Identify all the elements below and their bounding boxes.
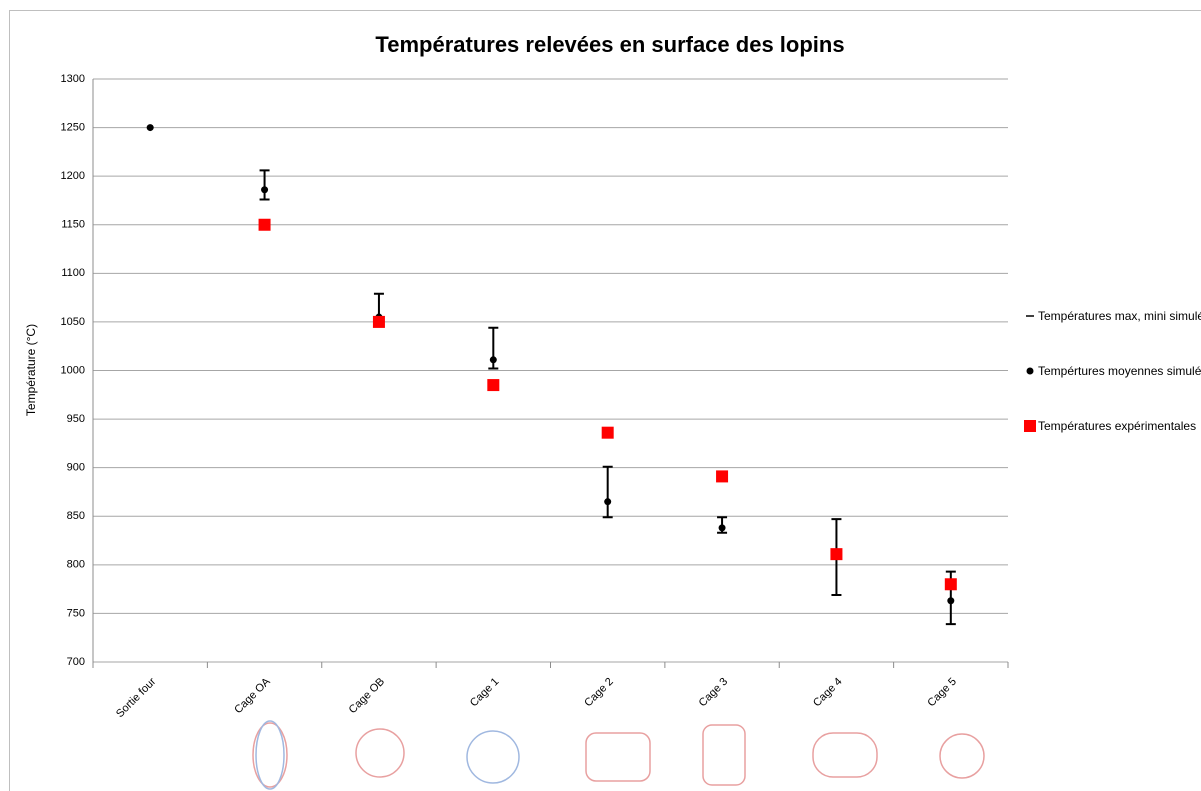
y-tick-label: 1300 [61, 73, 85, 85]
mean-point [146, 124, 154, 132]
legend-entry: Tempértures moyennes simulées [1026, 362, 1201, 380]
legend-label: Températures max, mini simulées [1038, 309, 1201, 323]
y-tick-label: 850 [67, 510, 85, 522]
x-tick-label: Cage 3 [697, 676, 731, 710]
experimental-point [601, 426, 614, 439]
legend-label: Tempértures moyennes simulées [1038, 364, 1201, 378]
chart-title: Températures relevées en surface des lop… [375, 32, 844, 57]
legend-entry: Températures expérimentales [1024, 417, 1201, 435]
mean-point [261, 186, 269, 194]
experimental-point [258, 218, 271, 231]
y-tick-label: 1050 [61, 316, 85, 328]
experimental-point [716, 470, 729, 483]
error-bar [602, 465, 613, 519]
chart-frame [9, 10, 1201, 791]
section-icons [252, 720, 985, 790]
y-tick-label: 700 [67, 656, 85, 668]
experimental-point [830, 548, 843, 561]
x-tick-label: Cage 2 [582, 676, 616, 710]
y-tick-label: 800 [67, 559, 85, 571]
x-tick-label: Cage 4 [811, 676, 845, 710]
y-axis-label: Température (°C) [24, 324, 38, 416]
mean-point [718, 524, 726, 532]
experimental-point [944, 578, 957, 591]
y-tick-label: 1150 [61, 219, 85, 231]
y-tick-label: 1250 [61, 121, 85, 133]
x-tick-label: Cage 5 [925, 676, 959, 710]
y-tick-label: 1000 [61, 364, 85, 376]
mean-point [947, 597, 955, 605]
y-tick-label: 900 [67, 462, 85, 474]
legend-label: Températures expérimentales [1038, 419, 1197, 433]
mean-point [489, 356, 497, 364]
experimental-point [487, 379, 500, 392]
y-tick-label: 950 [67, 413, 85, 425]
x-tick-label: Cage OA [232, 675, 273, 716]
x-tick-label: Sortie four [114, 675, 159, 720]
x-tick-label: Cage OB [347, 676, 387, 716]
mean-point [604, 498, 612, 506]
legend-entry: Températures max, mini simulées [1026, 307, 1201, 325]
y-tick-label: 1100 [61, 267, 85, 279]
y-tick-label: 1200 [61, 170, 85, 182]
error-bar [259, 169, 270, 201]
experimental-point [372, 315, 385, 328]
y-tick-label: 750 [67, 607, 85, 619]
x-tick-label: Cage 1 [468, 676, 502, 710]
